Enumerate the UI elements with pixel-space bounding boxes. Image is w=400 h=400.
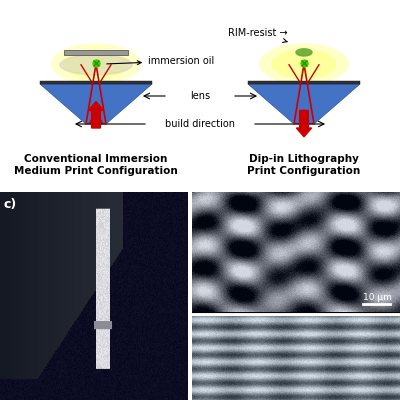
FancyBboxPatch shape <box>248 81 360 84</box>
Polygon shape <box>40 84 152 124</box>
Ellipse shape <box>60 55 132 75</box>
Polygon shape <box>248 84 360 124</box>
Text: Conventional Immersion
Medium Print Configuration: Conventional Immersion Medium Print Conf… <box>14 154 178 176</box>
Ellipse shape <box>296 49 312 56</box>
Ellipse shape <box>272 50 336 78</box>
Text: build direction: build direction <box>165 119 235 129</box>
Text: immersion oil: immersion oil <box>107 56 214 66</box>
FancyArrow shape <box>88 102 104 128</box>
Text: RIM-resist →: RIM-resist → <box>228 28 288 42</box>
FancyBboxPatch shape <box>64 50 128 55</box>
Text: 10 μm: 10 μm <box>362 294 392 302</box>
Ellipse shape <box>52 44 140 84</box>
FancyBboxPatch shape <box>40 81 152 84</box>
Text: Dip-in Lithography
Print Configuration: Dip-in Lithography Print Configuration <box>247 154 361 176</box>
Ellipse shape <box>260 44 348 84</box>
Ellipse shape <box>64 50 128 78</box>
Text: c): c) <box>4 198 17 211</box>
FancyArrow shape <box>296 110 312 137</box>
Text: lens: lens <box>190 91 210 101</box>
